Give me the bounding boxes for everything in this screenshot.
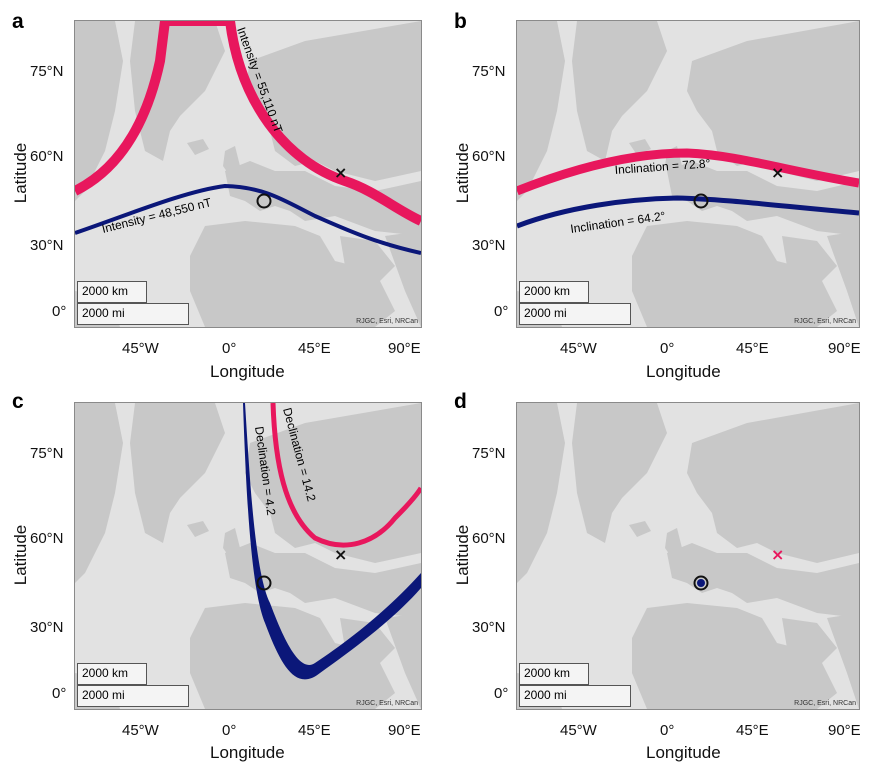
panel-a: a [0,0,435,381]
x-axis-title: Longitude [646,362,721,381]
map-frame: Intensity = 55,110 nT Intensity = 48,550… [74,20,422,328]
x-tick: 45°W [560,340,597,357]
x-tick: 90°E [388,340,421,357]
scale-km: 2000 km [77,281,147,303]
x-tick: 45°E [298,340,331,357]
y-axis-title: Latitude [11,524,30,586]
o-marker [693,575,709,591]
x-tick: 90°E [828,340,861,357]
x-tick: 45°W [122,722,159,739]
y-tick: 0° [494,303,509,320]
y-tick: 30°N [472,619,506,636]
panel-letter: d [454,390,467,413]
map-frame: Declination = 14.2 Declination = 4.2 × 2… [74,402,422,710]
x-tick: 45°W [122,340,159,357]
o-marker [256,575,272,591]
map-frame: Inclination = 72.8° Inclination = 64.2° … [516,20,860,328]
panel-letter: a [12,10,24,33]
map-credit: RJGC, Esri, NRCan [356,700,418,707]
map-credit: RJGC, Esri, NRCan [356,318,418,325]
x-tick: 0° [660,722,675,739]
crimson-solution-marker: × [771,545,784,564]
y-tick: 30°N [472,237,506,254]
scale-km: 2000 km [77,663,147,685]
x-axis-title: Longitude [210,362,285,381]
y-axis-title: Latitude [453,524,472,586]
scale-mi: 2000 mi [77,303,189,325]
map-credit: RJGC, Esri, NRCan [794,700,856,707]
x-axis-title: Longitude [210,743,285,762]
panel-letter: b [454,10,467,33]
contour-inclination-72-8 [517,148,859,196]
map-frame: × 2000 km 2000 mi RJGC, Esri, NRCan [516,402,860,710]
y-tick: 75°N [30,63,64,80]
contour-label: Inclination = 72.8° [614,156,711,177]
x-tick: 90°E [388,722,421,739]
scale-km: 2000 km [519,663,589,685]
y-axis-title: Latitude [11,142,30,204]
y-tick: 60°N [30,148,64,165]
map-credit: RJGC, Esri, NRCan [794,318,856,325]
x-marker: × [771,163,784,182]
o-marker [693,193,709,209]
contour-intensity-55110 [75,21,421,226]
panel-d: d × 2000 km 2000 mi RJGC, Esri, NRCan 75… [436,382,871,763]
scale-mi: 2000 mi [77,685,189,707]
x-marker: × [334,163,347,182]
x-tick: 90°E [828,722,861,739]
panel-c: c Declination = 14.2 Declination = 4.2 × [0,382,435,763]
x-tick: 45°E [736,722,769,739]
y-axis-title: Latitude [453,142,472,204]
contour-label: Intensity = 48,550 nT [100,195,213,236]
contour-declination-14-2 [270,403,421,548]
scale-mi: 2000 mi [519,685,631,707]
x-tick: 45°W [560,722,597,739]
scale-mi: 2000 mi [519,303,631,325]
y-tick: 60°N [472,148,506,165]
y-tick: 75°N [472,445,506,462]
y-tick: 0° [52,303,67,320]
y-tick: 75°N [472,63,506,80]
y-tick: 30°N [30,619,64,636]
y-tick: 60°N [30,530,64,547]
x-tick: 0° [660,340,675,357]
y-tick: 75°N [30,445,64,462]
x-marker: × [334,545,347,564]
panel-letter: c [12,390,24,413]
y-tick: 0° [52,685,67,702]
x-tick: 0° [222,722,237,739]
x-tick: 0° [222,340,237,357]
contour-intensity-48550 [75,183,421,255]
y-tick: 0° [494,685,509,702]
contour-inclination-64-2 [517,195,859,229]
x-tick: 45°E [298,722,331,739]
y-tick: 30°N [30,237,64,254]
y-tick: 60°N [472,530,506,547]
panel-b: b Inclination = 72.8° Inclination = 64.2… [436,0,871,381]
o-marker [256,193,272,209]
x-tick: 45°E [736,340,769,357]
navy-solution-dot [697,579,705,587]
scale-km: 2000 km [519,281,589,303]
x-axis-title: Longitude [646,743,721,762]
